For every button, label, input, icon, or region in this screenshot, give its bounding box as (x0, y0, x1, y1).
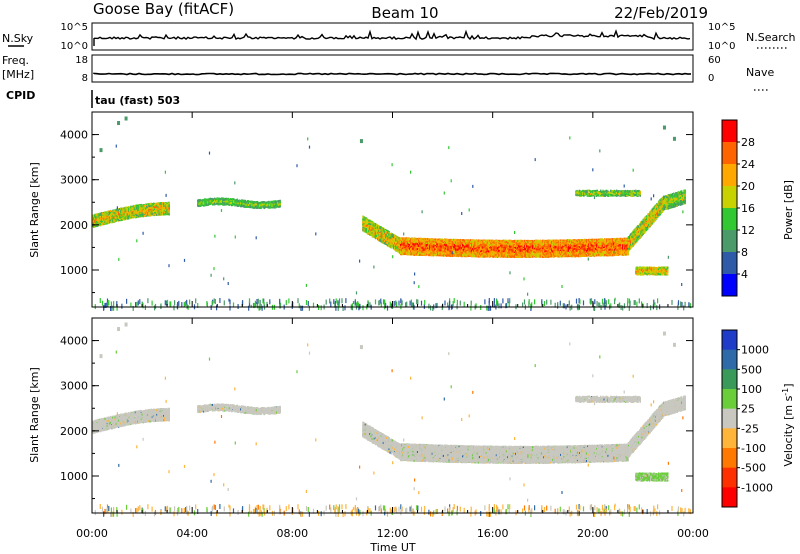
colorbar-swatch-6 (722, 252, 737, 275)
colorbar-label-0: 1000 (741, 344, 769, 357)
station-title: Goose Bay (fitACF) (93, 0, 234, 18)
time-xlabel: Time UT (369, 541, 415, 554)
freq-label: Freq. (2, 54, 29, 67)
power-panel: 4000 3000 2000 1000 Slant Range [km] 28 24 20… (28, 112, 795, 311)
power-colorbar-label: Power [dB] (782, 180, 795, 240)
colorbar-swatch-5 (722, 230, 737, 253)
beam-title: Beam 10 (371, 4, 438, 22)
nsky-frame (92, 23, 693, 50)
velocity-plot-bg (92, 318, 693, 513)
power-plot-bg (92, 112, 693, 307)
colorbar-swatch-1 (722, 350, 737, 370)
ytick-label-1: 3000 (60, 380, 88, 393)
velocity-ylabel: Slant Range [km] (28, 367, 41, 463)
nsky-panel: N.Sky 10^5 10^0 10^5 10^0 N.Search (2, 22, 796, 52)
freq-tick-bottom: 8 (82, 73, 88, 84)
xtick-label-2: 08:00 (276, 527, 308, 540)
freq-trace (94, 73, 691, 74)
xtick-label-4: 16:00 (477, 527, 509, 540)
nave-tick-bottom: 0 (708, 73, 714, 84)
colorbar-swatch-1 (722, 142, 737, 165)
colorbar-swatch-0 (722, 330, 737, 350)
xtick-label-3: 12:00 (377, 527, 409, 540)
velocity-colorbar-label-main: Velocity [m s (782, 395, 795, 466)
colorbar-swatch-4 (722, 208, 737, 231)
freq-frame (92, 55, 693, 82)
power-ylabel: Slant Range [km] (28, 162, 41, 258)
date-title: 22/Feb/2019 (614, 4, 708, 22)
colorbar-swatch-4 (722, 409, 737, 429)
ytick-label-1: 3000 (60, 174, 88, 187)
colorbar-swatch-3 (722, 389, 737, 409)
velocity-colorbar: 1000 500 100 25 -25 -100 -500 -1000 (722, 330, 773, 508)
velocity-colorbar-label-sup: -1 (781, 388, 790, 396)
colorbar-swatch-6 (722, 448, 737, 468)
colorbar-label-1: 24 (741, 158, 755, 171)
nsky-tick-bottom: 10^0 (61, 41, 88, 52)
colorbar-label-6: 4 (741, 268, 748, 281)
colorbar-swatch-2 (722, 369, 737, 389)
colorbar-label-7: -1000 (741, 481, 773, 494)
cpid-value: tau (fast) 503 (95, 94, 180, 107)
colorbar-swatch-7 (722, 468, 737, 488)
colorbar-label-5: -100 (741, 442, 766, 455)
xtick-label-5: 20:00 (577, 527, 609, 540)
colorbar-label-6: -500 (741, 462, 766, 475)
colorbar-label-4: 12 (741, 224, 755, 237)
power-colorbar: 28 24 20 16 12 8 4 (722, 120, 755, 297)
velocity-colorbar-label: Velocity [m s-1] (781, 383, 795, 466)
cpid-row: CPID tau (fast) 503 (6, 89, 180, 108)
colorbar-swatch-3 (722, 186, 737, 209)
xtick-label-1: 04:00 (176, 527, 208, 540)
ytick-label-2: 2000 (60, 425, 88, 438)
colorbar-swatch-7 (722, 274, 737, 297)
nsky-label: N.Sky (2, 32, 34, 45)
colorbar-label-2: 100 (741, 383, 762, 396)
nave-label: Nave (746, 66, 774, 79)
ytick-label-2: 2000 (60, 219, 88, 232)
ytick-label-0: 4000 (60, 335, 88, 348)
velocity-colorbar-label-end: ] (782, 383, 795, 387)
nsearch-tick-bottom: 10^0 (708, 41, 735, 52)
colorbar-label-0: 28 (741, 136, 755, 149)
colorbar-swatch-5 (722, 428, 737, 448)
nsearch-tick-top: 10^5 (708, 22, 735, 33)
colorbar-swatch-0 (722, 120, 737, 143)
xtick-label-0: 00:00 (76, 527, 108, 540)
xtick-label-6: 00:00 (677, 527, 709, 540)
colorbar-swatch-8 (722, 487, 737, 507)
ytick-label-3: 1000 (60, 470, 88, 483)
colorbar-label-3: 25 (741, 403, 755, 416)
colorbar-label-1: 500 (741, 363, 762, 376)
freq-unit: [MHz] (2, 68, 34, 81)
nave-tick-top: 60 (708, 55, 721, 66)
freq-panel: Freq. [MHz] 18 8 60 0 Nave (2, 54, 774, 90)
colorbar-swatch-2 (722, 164, 737, 187)
radar-range-time-plot: Goose Bay (fitACF) Beam 10 22/Feb/2019 N… (0, 0, 800, 554)
colorbar-label-5: 8 (741, 246, 748, 259)
freq-tick-top: 18 (75, 55, 88, 66)
cpid-label: CPID (6, 89, 35, 102)
nsearch-label: N.Search (746, 31, 796, 44)
colorbar-label-3: 16 (741, 202, 755, 215)
nsky-trace (94, 31, 690, 46)
colorbar-label-4: -25 (741, 422, 759, 435)
colorbar-label-2: 20 (741, 180, 755, 193)
ytick-label-3: 1000 (60, 264, 88, 277)
nsky-tick-top: 10^5 (61, 22, 88, 33)
ytick-label-0: 4000 (60, 129, 88, 142)
